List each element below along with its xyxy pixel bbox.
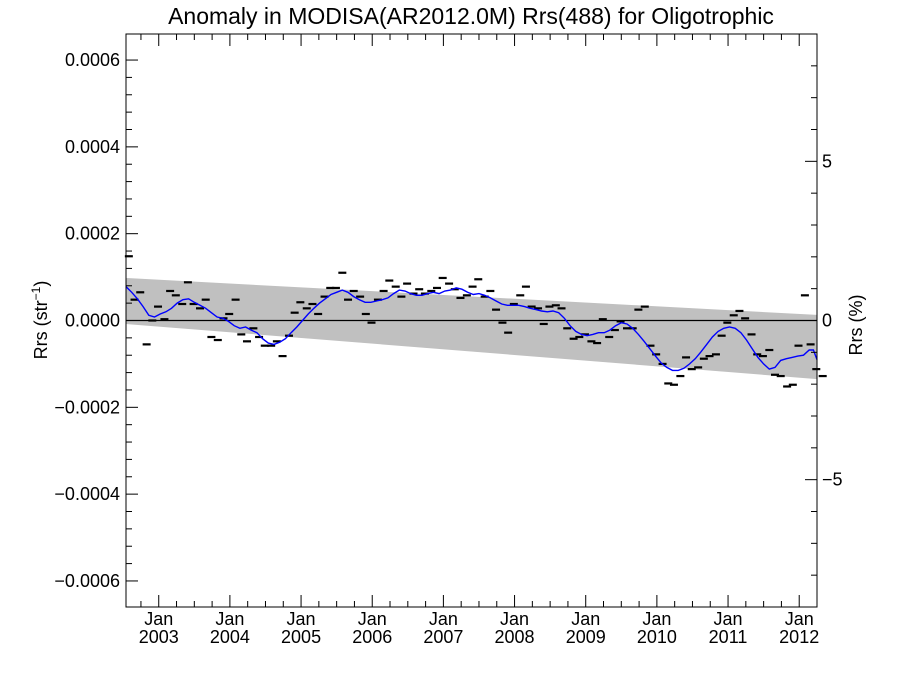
marker-series [124, 255, 827, 388]
x-tick-year-label: 2012 [779, 627, 819, 647]
chart-title: Anomaly in MODISA(AR2012.0M) Rrs(488) fo… [168, 3, 774, 29]
x-tick-year-label: 2011 [709, 627, 748, 647]
x-tick-year-label: 2007 [423, 627, 463, 647]
y-axis-label-close: ) [31, 281, 51, 287]
y-tick-label: 0.0000 [65, 311, 120, 331]
plot-area [124, 255, 827, 388]
x-tick-month-label: Jan [714, 609, 743, 629]
y2-tick-label: −5 [822, 470, 843, 490]
x-tick-year-label: 2009 [566, 627, 606, 647]
y-tick-label: −0.0004 [54, 484, 120, 504]
x-tick-month-label: Jan [429, 609, 458, 629]
y-axis-label: Rrs (str−1) [29, 281, 51, 360]
x-tick-year-label: 2010 [637, 627, 677, 647]
y2-tick-label: 5 [822, 151, 832, 171]
y-tick-label: −0.0002 [54, 397, 120, 417]
x-tick-year-label: 2003 [139, 627, 179, 647]
y-axis-label-text: Rrs (str [31, 300, 51, 359]
y-tick-label: 0.0006 [65, 50, 120, 70]
x-tick-month-label: Jan [287, 609, 316, 629]
smoothed-series-line [125, 286, 818, 372]
x-tick-month-label: Jan [215, 609, 244, 629]
x-tick-year-label: 2005 [281, 627, 321, 647]
y2-tick-label: 0 [822, 311, 832, 331]
x-tick-month-label: Jan [571, 609, 600, 629]
y-tick-label: −0.0006 [54, 571, 120, 591]
x-tick-month-label: Jan [144, 609, 173, 629]
y-tick-label: 0.0002 [65, 224, 120, 244]
x-tick-year-label: 2006 [352, 627, 392, 647]
x-tick-month-label: Jan [358, 609, 387, 629]
y2-axis-label: Rrs (%) [846, 295, 866, 356]
y-tick-label: 0.0004 [65, 137, 120, 157]
x-tick-year-label: 2004 [210, 627, 250, 647]
x-tick-year-label: 2008 [495, 627, 535, 647]
x-tick-month-label: Jan [642, 609, 671, 629]
y-axis-label-superscript: −1 [29, 286, 43, 300]
axes: 0.0006 0.0004 0.0002 0.0000 −0.0002 −0.0004 −0… [54, 33, 843, 647]
x-tick-month-label: Jan [500, 609, 529, 629]
x-tick-month-label: Jan [785, 609, 814, 629]
